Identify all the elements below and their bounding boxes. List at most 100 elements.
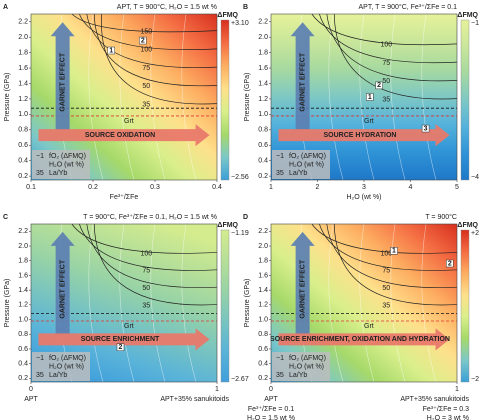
- contour-label: 75: [142, 65, 150, 72]
- isoline: [421, 223, 437, 383]
- y-tick-label: 0.8: [258, 331, 268, 338]
- y-tick-label: 2.0: [18, 243, 28, 250]
- y-tick-label: 1.4: [258, 80, 268, 87]
- legend-sample: 35: [276, 170, 284, 177]
- colorbar: [460, 229, 470, 383]
- y-tick-label: 1.0: [258, 111, 268, 118]
- isoline: [88, 13, 104, 181]
- sample-marker: [139, 36, 147, 45]
- sample-marker-label: 2: [119, 344, 123, 351]
- legend-label: La/Yb: [289, 170, 307, 177]
- end-label: APT+35% sanukitoids: [400, 396, 469, 403]
- y-tick-label: 2.0: [258, 34, 268, 41]
- legend-label: fO₂ (ΔFMQ): [289, 153, 326, 160]
- x-tick-label: 0.1: [26, 184, 36, 191]
- contour-label: 75: [142, 268, 150, 275]
- y-tick-label: 1.8: [18, 49, 28, 56]
- x-tick-label: 1: [215, 386, 219, 393]
- panel-subtitle: T = 900°C: [425, 213, 457, 221]
- vertical-arrow-label: GARNET EFFECT: [299, 52, 306, 111]
- contour-label: 100: [140, 47, 152, 54]
- legend-label: La/Yb: [289, 372, 307, 379]
- sample-marker-label: 2: [377, 82, 381, 89]
- phase-label: Grt: [364, 118, 374, 125]
- horizontal-arrow-label: SOURCE ENRICHMENT: [81, 336, 160, 343]
- contour-line: [333, 223, 458, 306]
- contour-line: [93, 223, 218, 306]
- legend-sample: −1: [36, 153, 44, 160]
- isoline: [119, 223, 135, 383]
- colorbar-min: −2.67: [231, 376, 249, 383]
- garnet-arrow: [50, 231, 75, 335]
- isoline: [328, 13, 344, 181]
- legend-sample: −1: [276, 153, 284, 160]
- isoline: [181, 13, 197, 181]
- y-tick-label: 1.2: [18, 96, 28, 103]
- contour-label: 35: [142, 101, 150, 108]
- y-tick-label: 0.6: [258, 346, 268, 353]
- sample-marker-label: 2: [141, 37, 145, 44]
- legend-sample: 35: [276, 372, 284, 379]
- sample-marker-label: 1: [392, 248, 396, 255]
- contour-line: [319, 13, 458, 64]
- y-tick-label: 0.4: [18, 360, 28, 367]
- y-tick-label: 1.6: [18, 65, 28, 72]
- contour-label: 50: [382, 285, 390, 292]
- sample-marker: [107, 46, 115, 55]
- phase-label: Grt: [364, 323, 374, 330]
- y-tick-label: 1.8: [258, 49, 268, 56]
- y-tick-label: 1.6: [258, 65, 268, 72]
- legend-label: H₂O (wt %): [49, 161, 84, 168]
- sample-marker: [421, 124, 430, 133]
- contour-line: [71, 223, 218, 254]
- y-tick-label: 0.6: [258, 142, 268, 149]
- contour-label: 100: [380, 42, 392, 49]
- contour-line: [319, 223, 458, 271]
- y-tick-label: 1.4: [258, 287, 268, 294]
- isoline: [359, 13, 375, 181]
- y-tick-label: 0.8: [18, 331, 28, 338]
- x-tick-label: 5: [455, 184, 459, 191]
- legend-sample: 35: [36, 372, 44, 379]
- x-tick-label: 0.2: [88, 184, 98, 191]
- y-tick-label: 1.8: [258, 258, 268, 265]
- y-tick-label: 1.0: [258, 316, 268, 323]
- contour-line: [311, 13, 458, 46]
- colorbar-max: −1.19: [231, 230, 249, 237]
- y-tick-label: 1.2: [18, 302, 28, 309]
- source-arrow: [38, 328, 210, 351]
- sample-marker: [375, 81, 383, 90]
- x-tick-label: 0.3: [150, 184, 160, 191]
- end-label: APT+35% sanukitoids: [160, 396, 229, 403]
- contour-line: [311, 223, 458, 254]
- end-label: APT: [264, 396, 278, 403]
- x-tick-label: 0: [269, 386, 273, 393]
- y-tick-label: 0.2: [18, 375, 28, 382]
- y-tick-label: 2.0: [258, 243, 268, 250]
- legend-sample: 35: [36, 170, 44, 177]
- x-tick-label: 4: [409, 184, 413, 191]
- contour-line: [93, 13, 218, 87]
- x-tick-label: 0: [29, 386, 33, 393]
- colorbar-title: ΔFMQ: [217, 12, 238, 19]
- isoline: [181, 223, 197, 383]
- isoline: [150, 223, 166, 383]
- plot-frame: [270, 223, 458, 383]
- colorbar-max: −1.35: [471, 20, 479, 27]
- contour-label: 35: [142, 302, 150, 309]
- legend-box: [272, 352, 330, 381]
- y-axis-label: Pressure (GPa): [4, 73, 11, 122]
- contour-line: [86, 223, 218, 289]
- y-tick-label: 0.8: [18, 127, 28, 134]
- legend-label: La/Yb: [49, 372, 67, 379]
- colorbar: [220, 229, 230, 383]
- x-tick-label: 3: [362, 184, 366, 191]
- y-tick-label: 2.2: [18, 228, 28, 235]
- panel-subtitle: APT, T = 900°C, H₂O = 1.5 wt %: [117, 3, 217, 11]
- contour-label: 35: [382, 302, 390, 309]
- sample-marker: [446, 259, 454, 268]
- colorbar-max: +2.08: [471, 230, 479, 237]
- sample-marker-label: 2: [448, 260, 452, 267]
- colorbar-title: ΔFMQ: [457, 222, 478, 229]
- contour-label: 35: [382, 97, 390, 104]
